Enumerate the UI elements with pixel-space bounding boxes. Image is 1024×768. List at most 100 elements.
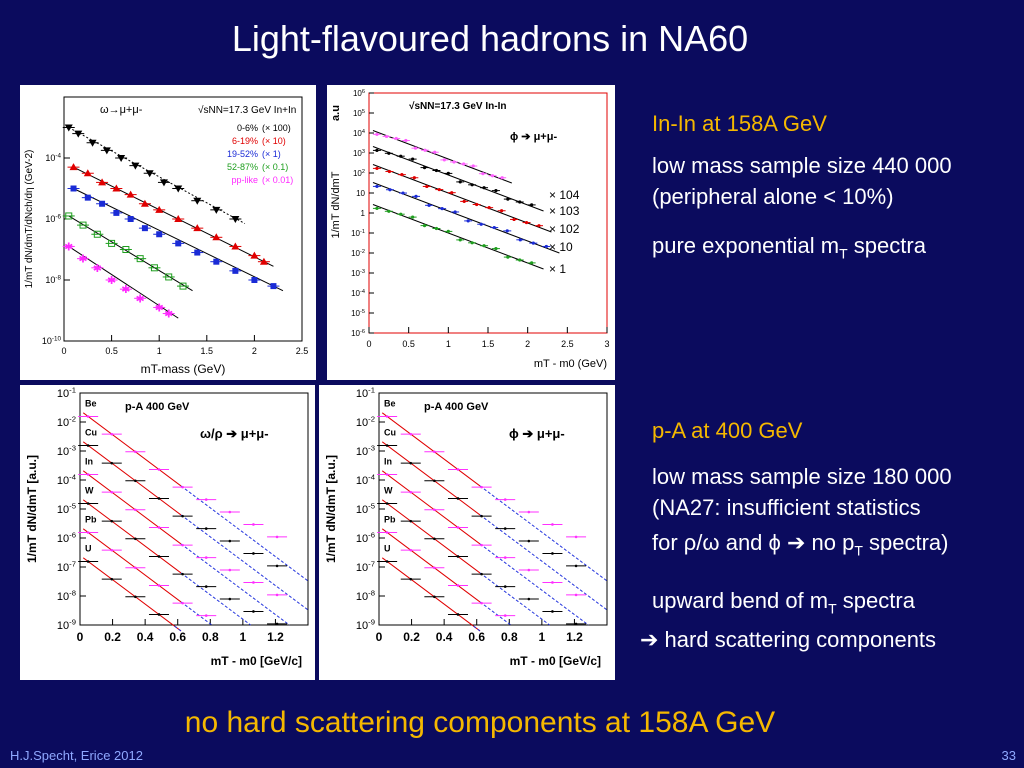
data-point: [433, 508, 436, 512]
data-point: [446, 171, 450, 175]
x-tick-label: 0.8: [202, 630, 219, 644]
y-tick-label: 10-4: [351, 289, 365, 298]
data-point: [385, 473, 389, 476]
bottom-note: no hard scattering components at 158A Ge…: [184, 706, 776, 739]
x-tick-label: 1: [157, 346, 162, 356]
x-axis-label: mT - m0 [GeV/c]: [211, 654, 302, 668]
fit-line: [82, 441, 182, 516]
data-point: [527, 568, 531, 572]
data-point: [228, 597, 232, 601]
data-point: [165, 273, 173, 281]
data-point: [110, 548, 114, 552]
data-point: [492, 225, 496, 230]
target-label: Cu: [384, 427, 396, 437]
data-point: [422, 166, 427, 170]
data-point: [456, 468, 460, 471]
data-point: [452, 160, 456, 164]
data-point: [69, 163, 78, 171]
data-point: [110, 461, 114, 465]
y-tick-label: 10-9: [356, 618, 375, 632]
y-tick-label: 10-5: [351, 309, 365, 318]
x-tick-label: 0: [376, 630, 383, 644]
data-point: [433, 566, 436, 570]
y-axis-label: 1/mT dN/dmT/dNch/dη (GeV-2): [24, 150, 35, 289]
data-point: [157, 584, 161, 587]
extrapolation-line: [471, 624, 481, 632]
data-point: [213, 258, 220, 265]
data-point: [527, 510, 531, 514]
pa-line3-b: no p: [805, 530, 855, 555]
x-tick-label: 0.2: [403, 630, 420, 644]
y-tick-label: 1: [361, 209, 366, 218]
slide-title: Light-flavoured hadrons in NA60: [231, 18, 749, 59]
chart-phi-inin: 0 0.5 1 1.5 2 2.5 3 10-6 10-5 10-4 10-3 10-2 10-1 1 10…: [327, 85, 615, 380]
data-point: [83, 169, 92, 177]
bend-line: upward bend of mT spectra: [652, 585, 915, 624]
data-point: [458, 180, 462, 184]
data-point: [433, 479, 436, 483]
data-point: [500, 176, 504, 180]
extrapolation-line: [180, 601, 213, 626]
data-point: [181, 601, 184, 605]
data-point: [86, 473, 90, 476]
data-point: [385, 560, 389, 563]
x-tick-label: 1.5: [482, 339, 495, 349]
data-point: [442, 158, 446, 162]
data-point: [544, 244, 548, 249]
x-tick-label: 0.6: [169, 630, 186, 644]
data-point: [88, 139, 97, 147]
y-tick-label: 10: [356, 189, 365, 198]
x-tick-label: 0.8: [501, 630, 518, 644]
data-point: [275, 564, 279, 568]
data-point: [490, 174, 495, 178]
data-point: [506, 255, 510, 259]
data-point: [480, 601, 483, 605]
data-point: [156, 231, 163, 238]
data-point: [157, 555, 161, 558]
data-point: [453, 210, 457, 214]
energy-label: p-A 400 GeV: [424, 401, 489, 413]
pa-line3-c: spectra): [862, 530, 949, 555]
inin-line3-tail: spectra: [847, 233, 926, 258]
x-tick-label: 1: [539, 630, 546, 644]
data-point: [471, 164, 475, 168]
hard-text: hard scattering components: [658, 627, 937, 652]
data-point: [65, 212, 73, 220]
data-point: [530, 203, 534, 207]
data-point: [409, 548, 413, 552]
data-point: [174, 215, 183, 222]
target-label: In: [384, 456, 392, 466]
energy-label: p-A 400 GeV: [125, 401, 190, 413]
data-point: [79, 221, 87, 229]
data-point: [99, 200, 106, 207]
data-point: [434, 168, 439, 173]
fit-line: [82, 528, 182, 603]
y-tick-label: 10-8: [356, 589, 375, 603]
data-point: [145, 170, 154, 178]
fit-line: [381, 441, 481, 516]
data-point: [480, 514, 483, 518]
data-point: [98, 178, 107, 186]
data-point: [425, 184, 429, 189]
data-point: [108, 239, 116, 247]
data-point: ✱: [164, 309, 173, 321]
data-point: [527, 597, 531, 601]
data-point: [93, 230, 101, 238]
data-point: [480, 543, 483, 547]
data-point: [231, 242, 240, 250]
data-point: [122, 246, 130, 253]
data-point: [259, 257, 268, 265]
data-point: [86, 560, 90, 563]
inin-line3-main: pure exponential m: [652, 233, 840, 258]
y-tick-label: 10-1: [356, 386, 375, 400]
y-tick-label: 10-4: [45, 152, 61, 163]
y-tick-label: 102: [353, 169, 365, 178]
data-point: [494, 247, 498, 251]
data-point: [252, 581, 255, 584]
data-point: [232, 267, 239, 274]
data-point: [86, 531, 90, 534]
y-axis-label: 1/mT dN/dmT [a.u.]: [324, 455, 338, 563]
target-label: U: [85, 543, 92, 553]
data-point: [462, 199, 466, 203]
data-point: [387, 151, 391, 155]
